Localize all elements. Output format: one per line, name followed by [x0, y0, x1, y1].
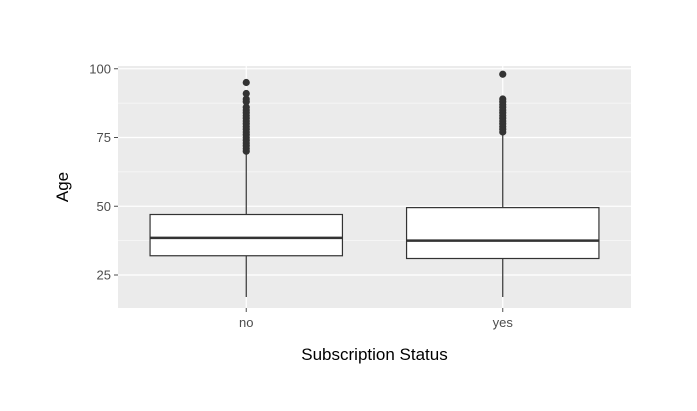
y-tick-label: 25 [97, 268, 111, 283]
y-axis-title: Age [53, 172, 72, 202]
outlier-point [242, 89, 250, 98]
x-tick-label: yes [493, 315, 514, 330]
box-body [149, 213, 344, 257]
x-tick-label: no [239, 315, 253, 330]
outlier-point [242, 78, 250, 87]
axes: 25 50 75 100 no yes [89, 61, 513, 330]
y-tick-label: 50 [97, 199, 111, 214]
outlier-point [242, 103, 250, 111]
y-tick-label: 100 [89, 61, 111, 76]
plot-panel [118, 66, 631, 308]
box-body [405, 207, 600, 260]
box-no [149, 78, 344, 297]
x-axis-title: Subscription Status [301, 345, 447, 364]
outlier-point [499, 95, 507, 103]
boxes [149, 70, 600, 297]
outlier-point [242, 95, 250, 103]
y-tick-label: 75 [97, 130, 111, 145]
box-yes [405, 70, 600, 297]
outlier-point [499, 70, 507, 78]
grid-lines [118, 66, 631, 308]
